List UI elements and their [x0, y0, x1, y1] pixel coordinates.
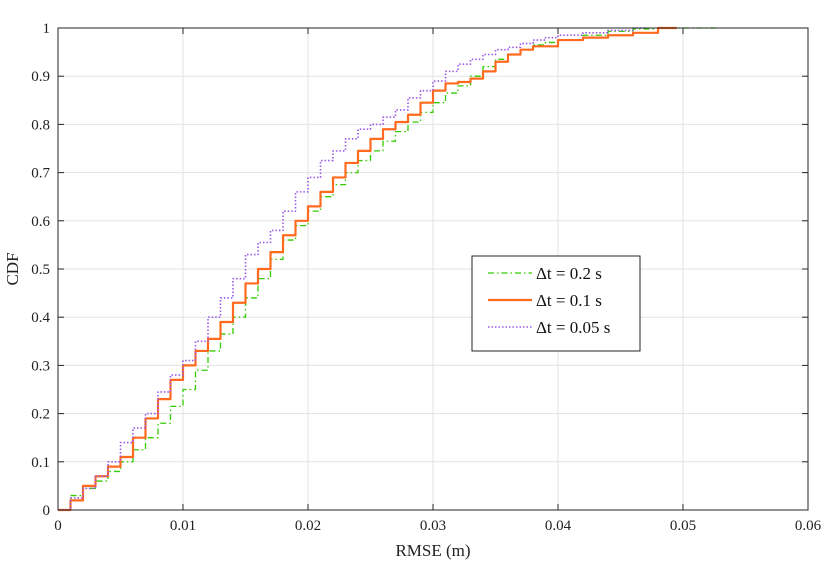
- y-tick-label: 0.9: [31, 69, 50, 85]
- y-tick-label: 0.2: [31, 407, 50, 423]
- legend-label-2: Δt = 0.1 s: [536, 291, 602, 310]
- legend-label-3: Δt = 0.05 s: [536, 318, 610, 337]
- x-tick-label: 0.01: [170, 518, 196, 534]
- y-tick-label: 0.7: [31, 166, 50, 182]
- y-tick-label: 0: [43, 503, 51, 519]
- series-line-3: [58, 27, 646, 511]
- y-tick-label: 0.1: [31, 455, 50, 471]
- x-tick-label: 0.04: [545, 518, 572, 534]
- x-tick-label: 0.02: [295, 518, 321, 534]
- legend-box: [471, 255, 641, 352]
- y-tick-label: 0.3: [31, 358, 50, 374]
- y-tick-label: 1: [43, 21, 51, 37]
- legend: Δt = 0.2 s Δt = 0.1 s Δt = 0.05 s: [471, 255, 641, 352]
- x-tick-label: 0.03: [420, 518, 446, 534]
- y-axis-title: CDF: [3, 252, 22, 285]
- y-tick-label: 0.6: [31, 214, 50, 230]
- x-tick-label: 0.06: [795, 518, 822, 534]
- series-layer: [58, 26, 717, 512]
- y-tick-label: 0.8: [31, 117, 50, 133]
- y-tick-label: 0.4: [31, 310, 50, 326]
- y-tick-label: 0.5: [31, 262, 50, 278]
- axis-ticks: 0 0.01 0.02 0.03 0.04 0.05 0.06 0 0.1 0.2 0.3 0.4 0.…: [31, 21, 821, 534]
- series-line-2: [58, 26, 677, 512]
- x-axis-title: RMSE (m): [395, 541, 470, 560]
- x-tick-label: 0.05: [670, 518, 696, 534]
- x-tick-label: 0: [54, 518, 62, 534]
- legend-label-1: Δt = 0.2 s: [536, 264, 602, 283]
